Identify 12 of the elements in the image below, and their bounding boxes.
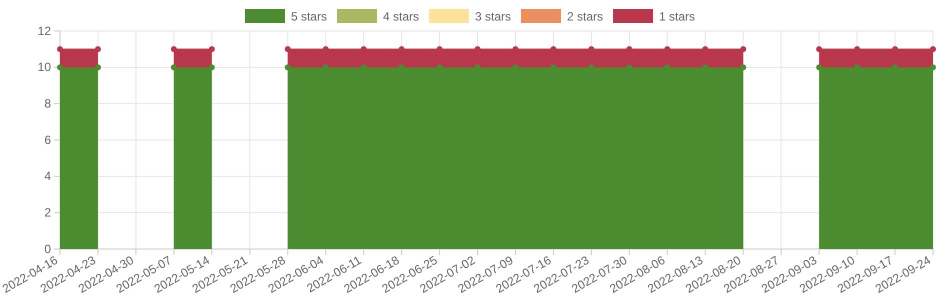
legend-label: 4 stars — [382, 10, 419, 24]
y-tick-label: 0 — [44, 242, 52, 256]
legend-label: 1 stars — [659, 10, 696, 24]
y-tick-label: 10 — [38, 60, 52, 74]
y-tick-label: 6 — [44, 132, 52, 147]
legend-label: 5 stars — [290, 10, 327, 24]
y-tick-label: 8 — [44, 96, 52, 111]
legend-label: 2 stars — [567, 10, 604, 24]
y-tick-label: 4 — [44, 169, 52, 184]
legend-label: 3 stars — [474, 10, 512, 24]
y-tick-label: 2 — [44, 206, 52, 220]
y-tick-label: 12 — [38, 24, 52, 38]
